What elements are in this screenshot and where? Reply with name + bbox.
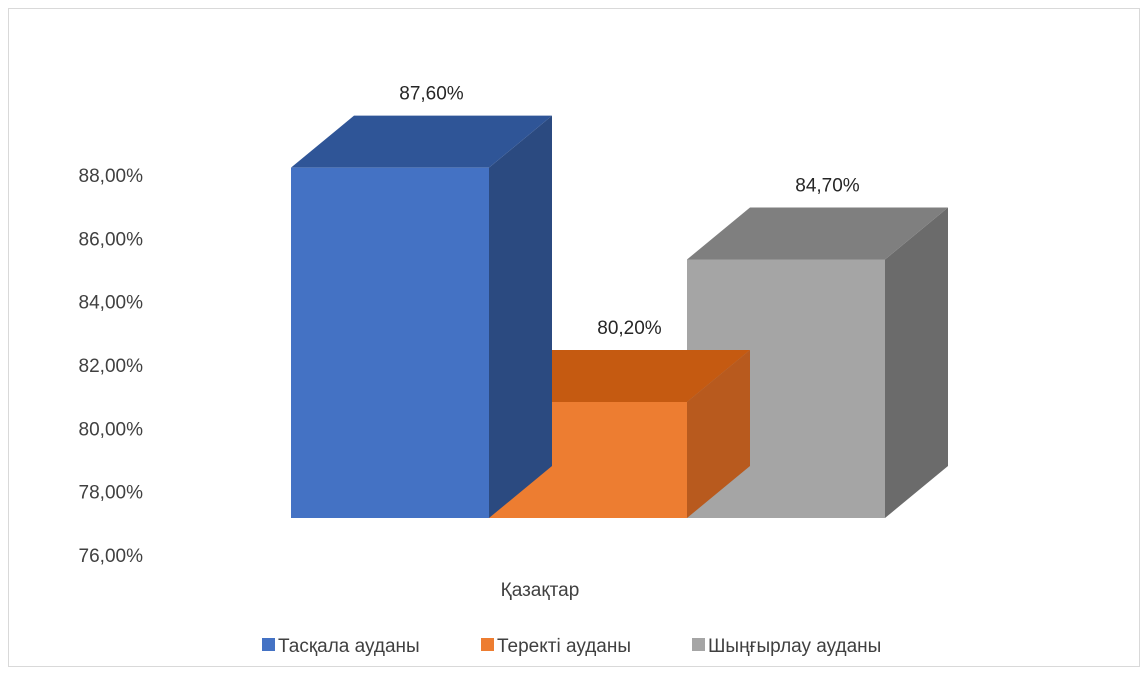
chart-frame — [8, 8, 1140, 667]
bar-top-face — [489, 350, 750, 402]
data-labels: 84,70% 80,20% 87,60% — [399, 84, 860, 339]
bar-top-face — [687, 207, 948, 260]
bar-side-face — [885, 207, 948, 518]
y-tick-label: 84,00% — [79, 293, 144, 314]
y-tick-label: 76,00% — [79, 546, 144, 567]
bars — [291, 115, 948, 519]
legend-swatch — [692, 638, 705, 651]
y-tick-label: 78,00% — [79, 483, 144, 504]
bar-front-face — [291, 167, 489, 518]
legend: Тасқала ауданы Теректі ауданы Шыңғырлау ау… — [262, 636, 881, 657]
bar-side-face — [687, 350, 750, 518]
y-tick-label: 82,00% — [79, 356, 144, 377]
legend-label: Теректі ауданы — [497, 636, 631, 657]
legend-item: Теректі ауданы — [481, 636, 631, 657]
category-label: Қазақтар — [501, 580, 580, 601]
y-axis: 88,00% 86,00% 84,00% 82,00% 80,00% 78,00% 76,0… — [79, 166, 144, 567]
legend-label: Шыңғырлау ауданы — [708, 636, 881, 657]
bar-side-face — [489, 115, 552, 519]
legend-swatch — [262, 638, 275, 651]
legend-item: Тасқала ауданы — [262, 636, 420, 657]
bar-2 — [489, 350, 750, 518]
data-label: 80,20% — [597, 318, 662, 339]
legend-item: Шыңғырлау ауданы — [692, 636, 881, 657]
y-tick-label: 86,00% — [79, 229, 144, 250]
legend-label: Тасқала ауданы — [278, 636, 420, 657]
legend-swatch — [481, 638, 494, 651]
y-tick-label: 88,00% — [79, 166, 144, 187]
data-label: 87,60% — [399, 84, 464, 105]
bar-1 — [291, 115, 552, 519]
y-tick-label: 80,00% — [79, 419, 144, 440]
data-label: 84,70% — [795, 176, 860, 197]
bar-top-face — [291, 115, 552, 168]
